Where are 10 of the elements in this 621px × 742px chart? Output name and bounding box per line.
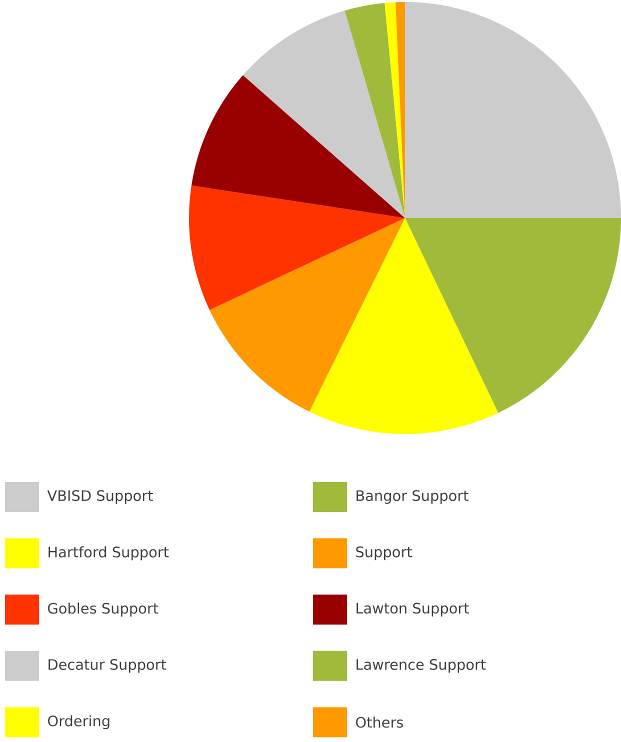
legend-label: Lawrence Support: [356, 659, 486, 673]
legend-label: Hartford Support: [48, 546, 169, 560]
legend-label: Bangor Support: [356, 490, 468, 504]
legend-label: Lawton Support: [356, 602, 469, 616]
legend-label: Gobles Support: [48, 602, 158, 617]
legend-label: Decatur Support: [48, 659, 166, 673]
legend-label: Ordering: [48, 715, 110, 730]
legend-label: Others: [356, 716, 404, 728]
legend-label: Support: [356, 546, 412, 560]
legend-label: VBISD Support: [47, 490, 153, 504]
